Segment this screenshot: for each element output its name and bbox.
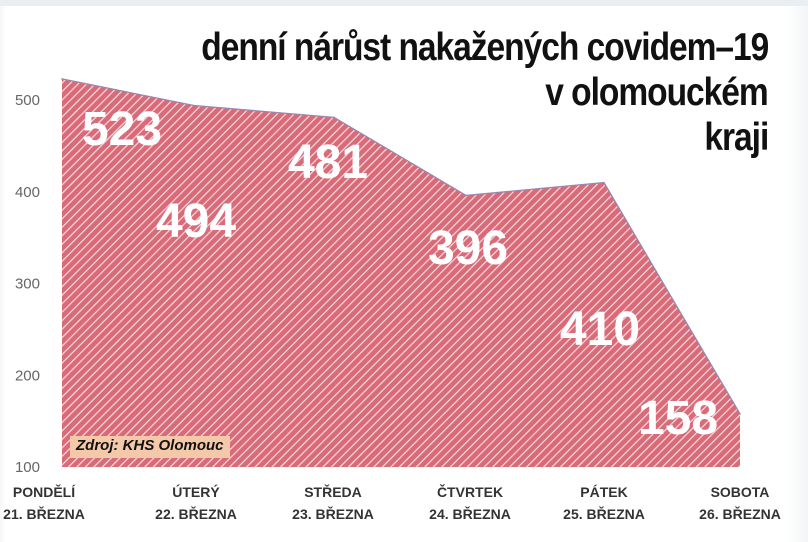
x-tick-date-4: 25. BŘEZNA xyxy=(563,505,645,522)
chart-title-line-3: kraji xyxy=(704,116,769,159)
x-tick-date-5: 26. BŘEZNA xyxy=(699,505,781,522)
x-tick-day-0: PONDĚLÍ xyxy=(13,483,76,500)
data-point-4 xyxy=(603,181,605,184)
data-point-5 xyxy=(739,413,741,415)
chart-title-line-2: v olomouckém xyxy=(545,71,770,114)
data-point-1 xyxy=(193,104,195,107)
chart-title-line-1: denní nárůst nakažených covidem–19 xyxy=(201,26,769,69)
source-badge: Zdroj: KHS Olomouc xyxy=(70,436,230,458)
left-edge-shade xyxy=(0,6,6,542)
top-strip xyxy=(0,0,808,6)
x-tick-day-5: SOBOTA xyxy=(711,484,770,500)
data-point-0 xyxy=(61,78,63,80)
x-tick-date-1: 22. BŘEZNA xyxy=(155,505,237,522)
data-label-4: 410 xyxy=(560,303,640,356)
data-label-5: 158 xyxy=(638,392,718,445)
area-outline xyxy=(61,78,741,415)
data-point-3 xyxy=(465,194,467,197)
area-fill xyxy=(62,78,740,468)
data-labels-layer: 523 494 481 396 410 158 xyxy=(82,103,718,445)
x-tick-day-4: PÁTEK xyxy=(580,484,627,500)
x-axis: PONDĚLÍ 21. BŘEZNA ÚTERÝ 22. BŘEZNA STŘEDA 23… xyxy=(3,483,781,522)
data-label-3: 396 xyxy=(428,222,508,275)
x-tick-date-3: 24. BŘEZNA xyxy=(429,505,511,522)
x-tick-day-3: ČTVRTEK xyxy=(437,483,503,500)
y-tick-label-200: 200 xyxy=(15,367,40,384)
x-tick-day-2: STŘEDA xyxy=(304,483,362,500)
x-tick-day-1: ÚTERÝ xyxy=(172,483,220,500)
x-tick-date-2: 23. BŘEZNA xyxy=(292,505,374,522)
x-tick-date-0: 21. BŘEZNA xyxy=(3,505,85,522)
y-tick-label-500: 500 xyxy=(15,92,40,109)
y-axis: 100 200 300 400 500 xyxy=(15,92,40,476)
data-point-2 xyxy=(333,116,335,119)
data-label-0: 523 xyxy=(82,103,162,156)
y-tick-label-400: 400 xyxy=(15,184,40,201)
data-label-2: 481 xyxy=(288,136,368,189)
data-label-1: 494 xyxy=(156,195,236,248)
area-layer xyxy=(61,78,741,468)
y-tick-label-300: 300 xyxy=(15,276,40,293)
right-edge-shade xyxy=(786,6,808,542)
y-tick-label-100: 100 xyxy=(15,459,40,476)
